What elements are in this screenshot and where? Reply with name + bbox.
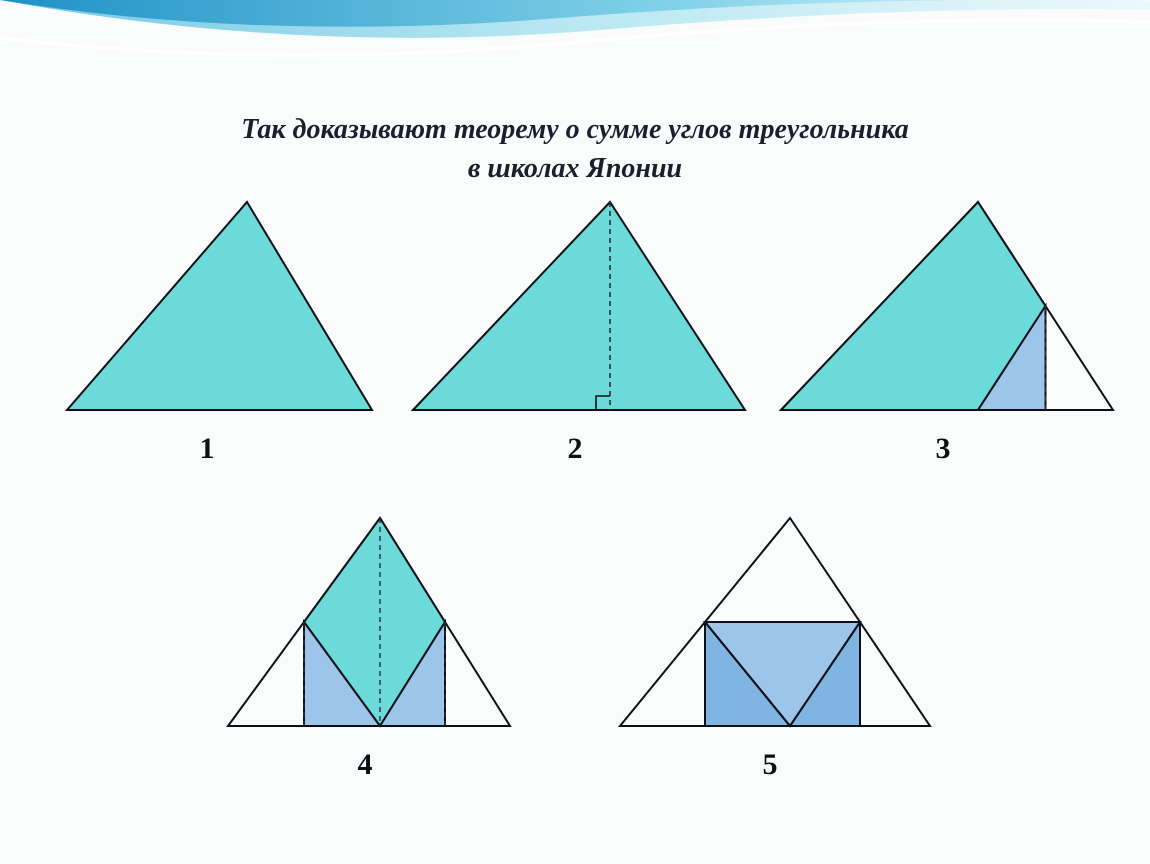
title-line-1: Так доказывают теорему о сумме углов тре… (0, 110, 1150, 149)
triangle-5-svg (590, 506, 950, 736)
figure-4-label: 4 (358, 748, 373, 782)
slide-title: Так доказывают теорему о сумме углов тре… (0, 110, 1150, 188)
figure-2: 2 (395, 190, 755, 466)
title-line-2: в школах Японии (0, 149, 1150, 188)
diagram-row-1: 1 2 3 (0, 190, 1150, 466)
triangle-1-svg (27, 190, 387, 420)
figure-1: 1 (27, 190, 387, 466)
triangle-3-svg (763, 190, 1123, 420)
header-wave (0, 0, 1150, 90)
figure-5-label: 5 (763, 748, 778, 782)
figure-5: 5 (590, 506, 950, 782)
figure-1-label: 1 (200, 432, 215, 466)
triangle-4-svg (200, 506, 530, 736)
figure-3: 3 (763, 190, 1123, 466)
figure-3-label: 3 (936, 432, 951, 466)
triangle-2-svg (395, 190, 755, 420)
figure-4: 4 (200, 506, 530, 782)
diagram-row-2: 4 5 (0, 506, 1150, 782)
diagram-container: 1 2 3 (0, 190, 1150, 782)
figure-2-label: 2 (568, 432, 583, 466)
